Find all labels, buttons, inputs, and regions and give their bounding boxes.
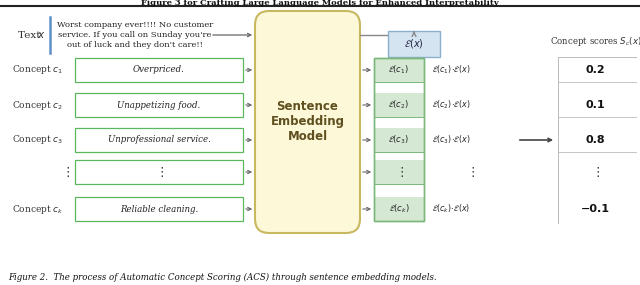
Text: $\mathcal{E}(c_3)$: $\mathcal{E}(c_3)$: [388, 134, 410, 146]
Bar: [374, 93, 424, 117]
Text: Concept $c_3$: Concept $c_3$: [12, 133, 63, 146]
Text: −0.1: −0.1: [581, 204, 610, 214]
Text: $\mathcal{E}(c_k)$: $\mathcal{E}(c_k)$: [388, 203, 410, 215]
Bar: [374, 58, 424, 82]
Bar: [388, 31, 440, 57]
Text: Concept $c_1$: Concept $c_1$: [12, 64, 63, 76]
Bar: [75, 197, 243, 221]
Text: $\mathcal{E}(c_2)\!\cdot\!\mathcal{E}(x)$: $\mathcal{E}(c_2)\!\cdot\!\mathcal{E}(x)…: [432, 99, 470, 111]
Text: Reliable cleaning.: Reliable cleaning.: [120, 205, 198, 213]
Bar: [75, 93, 243, 117]
Bar: [374, 128, 424, 152]
Bar: [374, 58, 424, 221]
Text: $\vdots$: $\vdots$: [61, 165, 70, 179]
Text: $\vdots$: $\vdots$: [394, 165, 403, 179]
Bar: [75, 128, 243, 152]
Text: Unprofessional service.: Unprofessional service.: [108, 135, 211, 144]
Text: Worst company ever!!!! No customer
service. If you call on Sunday you're
out of : Worst company ever!!!! No customer servi…: [57, 21, 213, 49]
Text: 0.1: 0.1: [586, 100, 605, 110]
Text: Overpriced.: Overpriced.: [133, 66, 185, 74]
Text: Figure 2.  The process of Automatic Concept Scoring (ACS) through sentence embed: Figure 2. The process of Automatic Conce…: [8, 273, 436, 282]
Text: Text: Text: [18, 30, 44, 40]
Text: $\mathcal{E}(x)$: $\mathcal{E}(x)$: [404, 38, 424, 50]
Text: $\vdots$: $\vdots$: [465, 165, 474, 179]
Text: $\vdots$: $\vdots$: [154, 165, 163, 179]
Bar: [75, 58, 243, 82]
FancyBboxPatch shape: [255, 11, 360, 233]
Text: 0.8: 0.8: [586, 135, 605, 145]
Bar: [374, 160, 424, 184]
Text: Concept $c_k$: Concept $c_k$: [12, 203, 63, 215]
Text: $\mathcal{E}(c_1)\!\cdot\!\mathcal{E}(x)$: $\mathcal{E}(c_1)\!\cdot\!\mathcal{E}(x)…: [432, 64, 470, 76]
Text: Concept scores $S_c(x)$: Concept scores $S_c(x)$: [550, 36, 640, 48]
Text: $\mathcal{E}(c_3)\!\cdot\!\mathcal{E}(x)$: $\mathcal{E}(c_3)\!\cdot\!\mathcal{E}(x)…: [432, 134, 470, 146]
Bar: [75, 160, 243, 184]
Text: $\mathcal{E}(c_1)$: $\mathcal{E}(c_1)$: [388, 64, 410, 76]
Bar: [374, 58, 424, 221]
Text: $\mathcal{E}(c_k)\!\cdot\!\mathcal{E}(x)$: $\mathcal{E}(c_k)\!\cdot\!\mathcal{E}(x)…: [432, 203, 470, 215]
Text: $\vdots$: $\vdots$: [591, 165, 600, 179]
Text: Unappetizing food.: Unappetizing food.: [117, 101, 200, 109]
Text: $\mathcal{E}(c_2)$: $\mathcal{E}(c_2)$: [388, 99, 410, 111]
Text: Concept $c_2$: Concept $c_2$: [12, 99, 63, 111]
Text: $x$: $x$: [37, 30, 45, 40]
Text: 0.2: 0.2: [586, 65, 605, 75]
Bar: [374, 197, 424, 221]
Text: Figure 3 for Crafting Large Language Models for Enhanced Interpretability: Figure 3 for Crafting Large Language Mod…: [141, 0, 499, 7]
Text: Sentence
Embedding
Model: Sentence Embedding Model: [271, 101, 344, 144]
